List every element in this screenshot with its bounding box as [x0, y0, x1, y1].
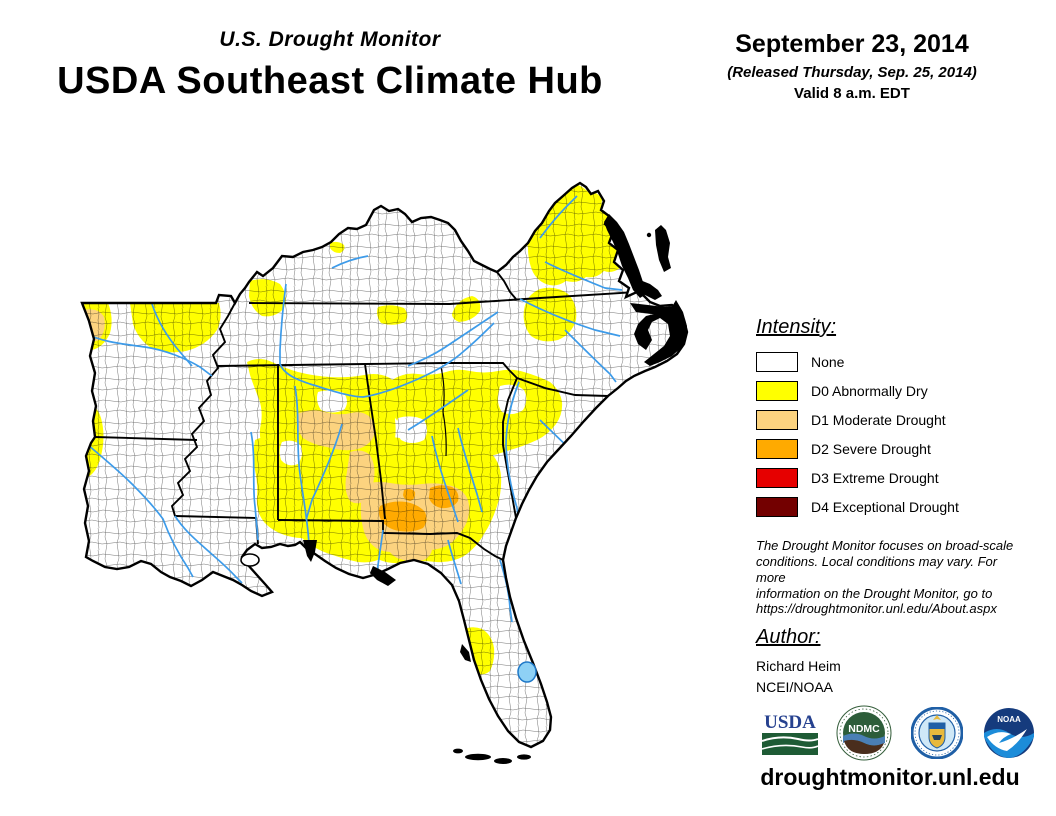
- release-date: (Released Thursday, Sep. 25, 2014): [727, 64, 977, 81]
- author-block: Author: Richard Heim NCEI/NOAA: [756, 626, 841, 695]
- website-url: droughtmonitor.unl.edu: [760, 764, 1020, 790]
- disclaimer-line: information on the Drought Monitor, go t…: [756, 585, 993, 601]
- legend-item-d2: D2 Severe Drought: [756, 439, 1014, 459]
- legend-item-d4: D4 Exceptional Drought: [756, 497, 1014, 517]
- state-borders: [94, 271, 638, 561]
- rivers: [83, 195, 623, 623]
- legend-label: None: [811, 354, 845, 370]
- disclaimer-line: conditions. Local conditions may vary. F…: [756, 553, 998, 585]
- commerce-seal: [911, 707, 963, 759]
- author-heading: Author:: [756, 626, 821, 648]
- legend-label: D1 Moderate Drought: [811, 412, 946, 428]
- noaa-logo: NOAA: [984, 708, 1034, 758]
- legend-swatch-d4: [756, 497, 798, 517]
- author-org: NCEI/NOAA: [756, 679, 834, 695]
- legend-item-none: None: [756, 352, 1014, 372]
- legend-label: D0 Abnormally Dry: [811, 383, 928, 399]
- disclaimer-text: The Drought Monitor focuses on broad-sca…: [756, 538, 1024, 617]
- legend-item-d1: D1 Moderate Drought: [756, 410, 1014, 430]
- usda-logo-text: USDA: [764, 712, 816, 733]
- legend-label: D4 Exceptional Drought: [811, 499, 959, 515]
- legend-item-d0: D0 Abnormally Dry: [756, 381, 1014, 401]
- coastline: [80, 181, 689, 749]
- page-title: USDA Southeast Climate Hub: [57, 60, 603, 102]
- legend-swatch-d3: [756, 468, 798, 488]
- legend-swatch-d1: [756, 410, 798, 430]
- legend-item-d3: D3 Extreme Drought: [756, 468, 1014, 488]
- legend-label: D2 Severe Drought: [811, 441, 931, 457]
- ndmc-logo: NDMC: [836, 705, 892, 761]
- author-name: Richard Heim: [756, 658, 841, 674]
- usda-logo: USDA: [761, 712, 819, 755]
- lake-okeechobee: [517, 661, 537, 683]
- valid-time: Valid 8 a.m. EDT: [794, 85, 910, 102]
- ndmc-logo-text: NDMC: [848, 723, 880, 735]
- noaa-logo-text: NOAA: [997, 715, 1021, 724]
- map-date: September 23, 2014: [735, 30, 969, 58]
- disclaimer-link: https://droughtmonitor.unl.edu/About.asp…: [756, 601, 997, 617]
- intensity-legend: Intensity: None D0 Abnormally Dry D1 Mod…: [756, 316, 1014, 526]
- legend-swatch-d0: [756, 381, 798, 401]
- date-block: September 23, 2014 (Released Thursday, S…: [702, 30, 1002, 102]
- legend-label: D3 Extreme Drought: [811, 470, 939, 486]
- legend-swatch-d2: [756, 439, 798, 459]
- disclaimer-line: The Drought Monitor focuses on broad-sca…: [756, 538, 1014, 553]
- report-title: U.S. Drought Monitor: [219, 28, 441, 51]
- legend-heading: Intensity:: [756, 316, 837, 338]
- coastal-water-features: [303, 214, 687, 764]
- title-block: U.S. Drought Monitor USDA Southeast Clim…: [18, 28, 642, 103]
- lake-pontchartrain: [240, 553, 260, 567]
- legend-swatch-none: [756, 352, 798, 372]
